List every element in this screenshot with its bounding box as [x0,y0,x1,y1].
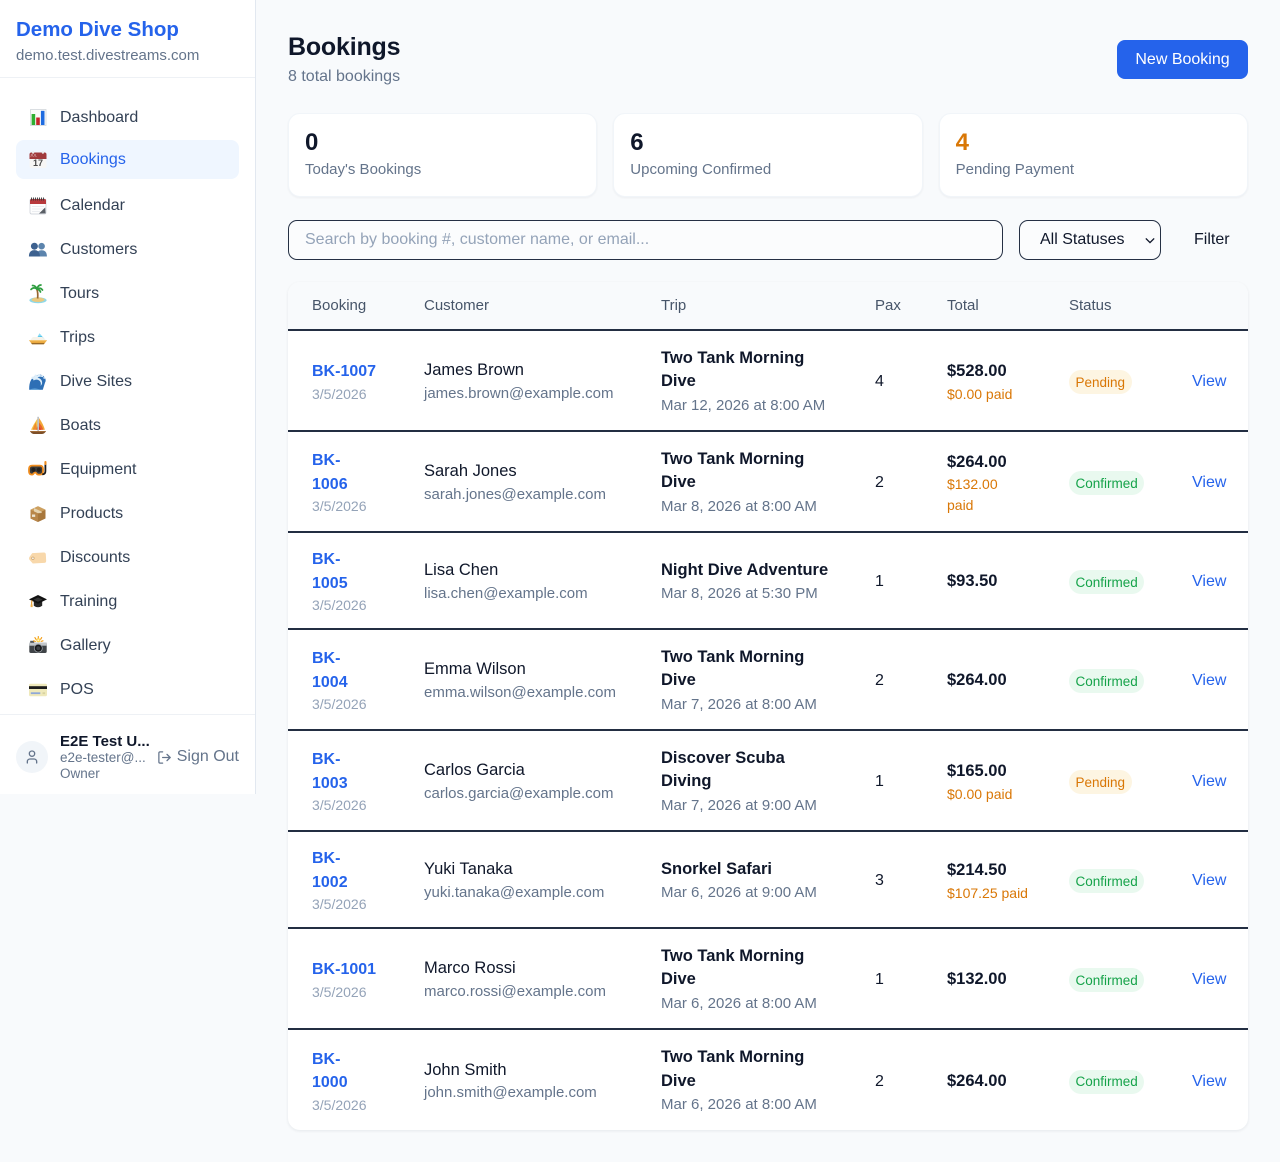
svg-text:17: 17 [33,158,43,168]
svg-text:JUL: JUL [30,152,38,157]
